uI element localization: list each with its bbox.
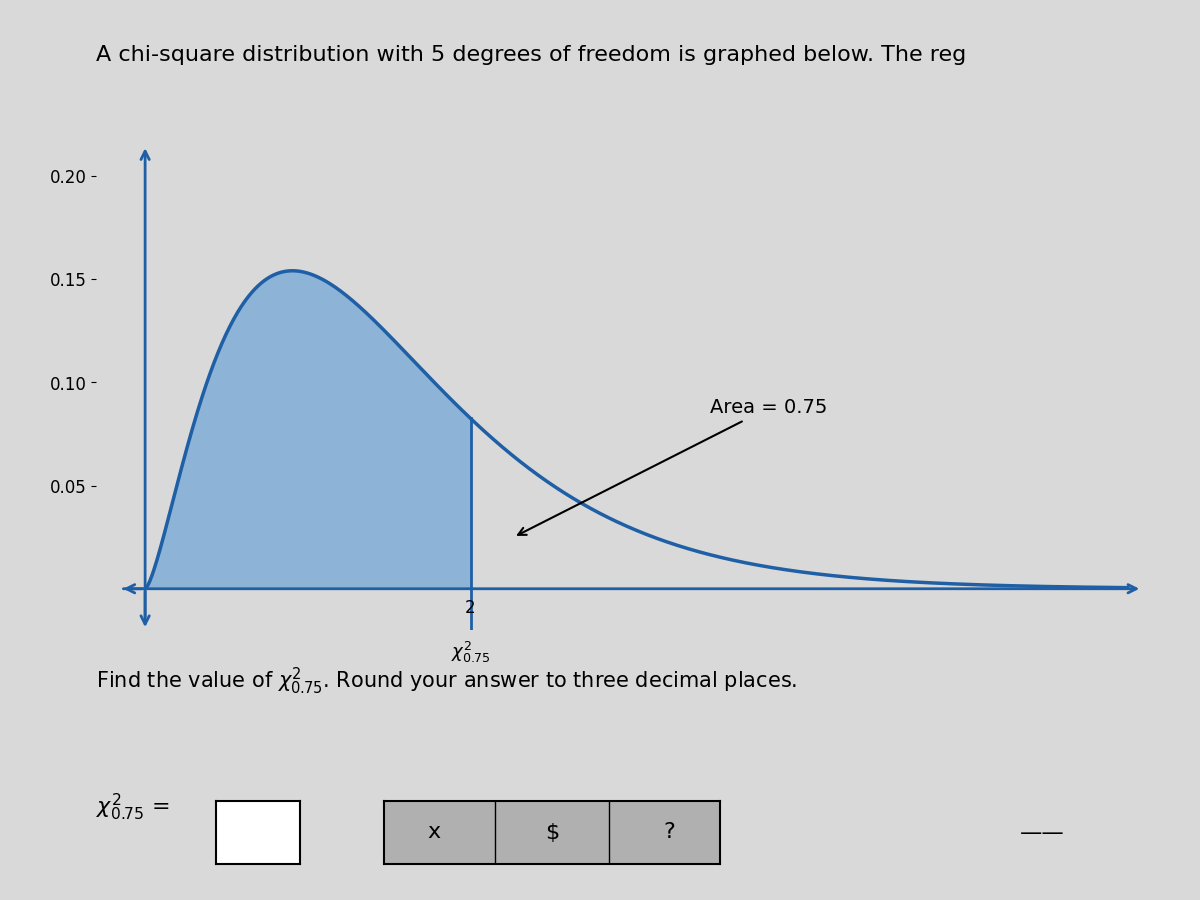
Text: A chi-square distribution with 5 degrees of freedom is graphed below. The reg: A chi-square distribution with 5 degrees… [96,45,966,65]
Text: $\chi^{2}_{0.75}$: $\chi^{2}_{0.75}$ [451,640,491,665]
Text: $\chi^{2}_{0.75}$ =: $\chi^{2}_{0.75}$ = [96,792,172,824]
Text: Find the value of $\chi^{2}_{0.75}$. Round your answer to three decimal places.: Find the value of $\chi^{2}_{0.75}$. Rou… [96,666,797,698]
Text: ?: ? [664,823,676,842]
Text: 2: 2 [466,599,476,617]
Text: ——: —— [1020,823,1064,842]
Text: Area = 0.75: Area = 0.75 [518,399,827,535]
Text: $: $ [545,823,559,842]
Text: x: x [428,823,440,842]
